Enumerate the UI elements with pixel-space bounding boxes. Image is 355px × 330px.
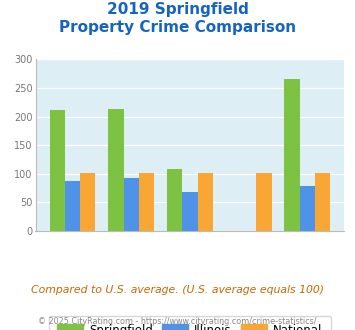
Text: Compared to U.S. average. (U.S. average equals 100): Compared to U.S. average. (U.S. average … xyxy=(31,285,324,295)
Bar xyxy=(300,186,315,231)
Bar xyxy=(167,169,182,231)
Bar xyxy=(108,109,124,231)
Bar xyxy=(182,192,198,231)
Bar xyxy=(315,173,330,231)
Bar xyxy=(284,80,300,231)
Text: 2019 Springfield: 2019 Springfield xyxy=(106,2,248,16)
Text: © 2025 CityRating.com - https://www.cityrating.com/crime-statistics/: © 2025 CityRating.com - https://www.city… xyxy=(38,317,317,326)
Bar xyxy=(80,173,95,231)
Bar xyxy=(124,178,139,231)
Bar xyxy=(139,173,154,231)
Legend: Springfield, Illinois, National: Springfield, Illinois, National xyxy=(49,316,331,330)
Bar xyxy=(65,181,80,231)
Bar xyxy=(198,173,213,231)
Bar xyxy=(50,110,65,231)
Bar xyxy=(256,173,272,231)
Text: Property Crime Comparison: Property Crime Comparison xyxy=(59,20,296,35)
